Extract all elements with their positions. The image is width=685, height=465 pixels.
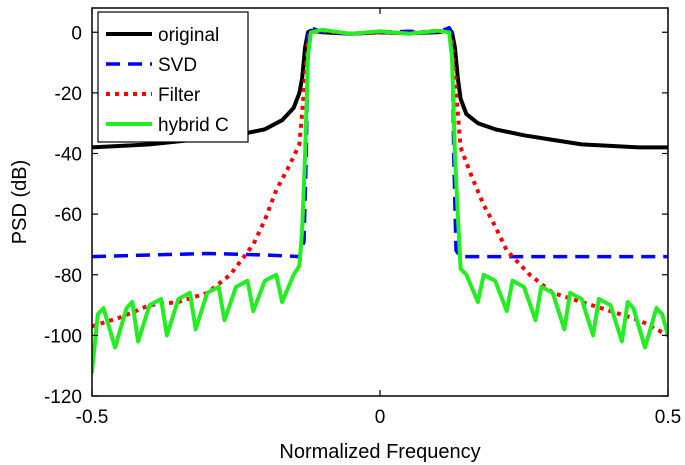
y-tick-label: -80 xyxy=(55,266,82,287)
y-tick-label: 0 xyxy=(71,23,82,44)
x-tick-label: 0.5 xyxy=(655,407,681,428)
y-tick-label: -120 xyxy=(44,387,82,408)
y-tick-label: -20 xyxy=(55,84,82,105)
tick-labels-layer: -0.5 0 0.5 0 -20 -40 -60 -80 -100 -120 xyxy=(44,23,681,428)
y-tick-label: -40 xyxy=(55,145,82,166)
legend-label: SVD xyxy=(158,55,197,76)
y-axis-label: PSD (dB) xyxy=(9,160,31,244)
y-tick-label: -60 xyxy=(55,205,82,226)
legend-label: original xyxy=(158,25,219,46)
legend-label: hybrid C xyxy=(158,115,229,136)
y-tick-label: -100 xyxy=(44,326,82,347)
legend-label: Filter xyxy=(158,85,201,106)
series-line-hybrid-c xyxy=(92,27,668,374)
ticks-layer xyxy=(91,8,669,397)
legend: original SVD Filter hybrid C xyxy=(97,11,249,143)
x-tick-label: 0 xyxy=(375,407,386,428)
x-axis-label: Normalized Frequency xyxy=(279,441,480,463)
x-tick-label: -0.5 xyxy=(76,407,109,428)
